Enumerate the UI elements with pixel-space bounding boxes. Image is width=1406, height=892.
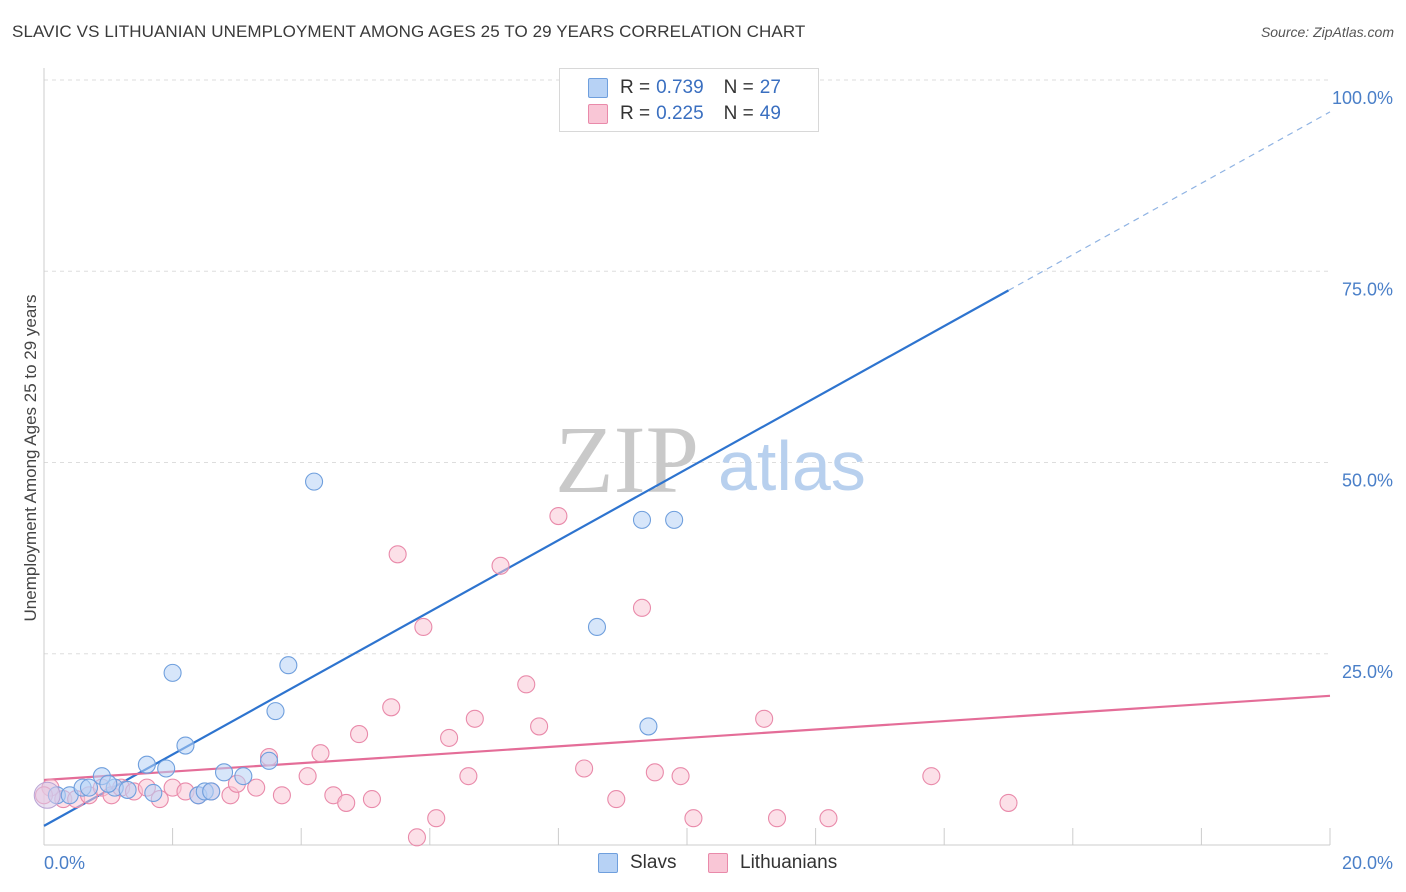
legend-r-label: R = — [620, 77, 651, 98]
point-lithuanians — [382, 698, 401, 717]
point-slavs — [118, 780, 137, 799]
chart-title: SLAVIC VS LITHUANIAN UNEMPLOYMENT AMONG … — [12, 22, 806, 41]
legend-r-value-lithuanians: 0.225 — [656, 103, 704, 124]
y-tick-label: 75.0% — [1342, 279, 1393, 299]
x-tick-label: 20.0% — [1342, 853, 1393, 873]
point-lithuanians — [388, 545, 407, 564]
legend-r-label: R = — [620, 103, 651, 124]
point-slavs — [587, 617, 607, 637]
point-lithuanians — [414, 617, 433, 637]
legend-row-slavs: R = 0.739 N = 27 — [588, 75, 781, 101]
point-slavs — [259, 751, 279, 770]
point-lithuanians — [407, 828, 426, 847]
point-slavs — [144, 783, 163, 803]
data-points — [33, 70, 1018, 847]
point-slavs — [214, 763, 234, 782]
point-lithuanians — [427, 809, 446, 828]
grid-lines — [44, 79, 1330, 655]
watermark: ZIP atlas — [555, 406, 866, 513]
legend-n-label: N = — [723, 103, 754, 124]
legend-n-value-slavs: 27 — [759, 77, 781, 98]
point-lithuanians — [337, 793, 356, 812]
point-lithuanians — [517, 675, 536, 694]
bottom-legend-label-slavs: Slavs — [630, 852, 677, 873]
axes — [43, 68, 1331, 846]
legend-swatch-lithuanians — [588, 104, 608, 124]
watermark-atlas: atlas — [718, 427, 866, 505]
legend-n-label: N = — [723, 77, 754, 98]
point-slavs — [632, 510, 652, 529]
trend-line-lithuanians — [43, 694, 1331, 782]
point-lithuanians — [922, 767, 941, 786]
point-lithuanians — [755, 709, 774, 728]
bottom-legend-swatch-slavs — [598, 853, 618, 873]
point-lithuanians — [491, 556, 510, 575]
point-lithuanians — [645, 763, 664, 782]
point-slavs — [266, 702, 285, 721]
point-lithuanians — [247, 778, 266, 797]
point-slavs — [99, 774, 118, 793]
point-lithuanians — [465, 709, 484, 728]
point-lithuanians — [530, 717, 549, 736]
y-tick-label: 50.0% — [1342, 471, 1393, 491]
watermark-zip: ZIP — [555, 406, 699, 513]
legend-row-lithuanians: R = 0.225 N = 49 — [588, 101, 781, 127]
x-tick-label: 0.0% — [44, 853, 85, 873]
point-lithuanians — [632, 598, 652, 617]
point-slavs — [176, 736, 195, 755]
point-slavs — [665, 510, 684, 529]
legend-r-value-slavs: 0.739 — [656, 77, 704, 98]
legend-n-value-lithuanians: 49 — [759, 103, 781, 124]
point-lithuanians — [272, 786, 291, 805]
legend-swatch-slavs — [588, 78, 608, 98]
point-lithuanians — [350, 725, 369, 744]
point-lithuanians — [819, 809, 838, 828]
point-slavs — [163, 663, 182, 682]
trend-line-extension — [1008, 111, 1331, 291]
bottom-legend-swatch-lithuanians — [708, 853, 728, 873]
point-slavs — [157, 759, 176, 778]
point-slavs — [305, 472, 324, 491]
tick-labels: 25.0% 50.0% 75.0% 100.0% 0.0% 20.0% — [44, 88, 1393, 873]
point-slavs — [279, 656, 298, 675]
point-lithuanians — [362, 790, 381, 809]
point-slavs — [234, 767, 253, 786]
point-lithuanians — [459, 767, 478, 786]
point-lithuanians — [671, 767, 690, 786]
trend-line-slavs — [43, 289, 1010, 827]
point-lithuanians — [684, 809, 703, 828]
point-lithuanians — [298, 767, 317, 786]
legend-box: R = 0.739 N = 27 R = 0.225 N = 49 — [559, 68, 819, 132]
point-cluster — [33, 781, 61, 809]
point-lithuanians — [999, 793, 1018, 812]
point-lithuanians — [440, 728, 459, 747]
point-lithuanians — [549, 506, 568, 526]
point-lithuanians — [575, 759, 594, 778]
point-slavs — [137, 755, 156, 774]
y-tick-label: 100.0% — [1332, 88, 1393, 108]
y-axis-label: Unemployment Among Ages 25 to 29 years — [21, 295, 40, 622]
trend-lines — [43, 111, 1331, 827]
point-lithuanians — [607, 790, 626, 809]
y-tick-label: 25.0% — [1342, 662, 1393, 682]
bottom-legend-label-lithuanians: Lithuanians — [740, 852, 838, 873]
bottom-legend-lithuanians: Lithuanians — [708, 852, 837, 874]
point-slavs — [639, 717, 658, 736]
point-lithuanians — [311, 744, 330, 763]
bottom-legend-slavs: Slavs — [598, 852, 676, 874]
point-lithuanians — [767, 809, 787, 828]
point-slavs — [79, 778, 99, 797]
point-slavs — [202, 782, 221, 801]
chart-source: Source: ZipAtlas.com — [1260, 24, 1394, 40]
